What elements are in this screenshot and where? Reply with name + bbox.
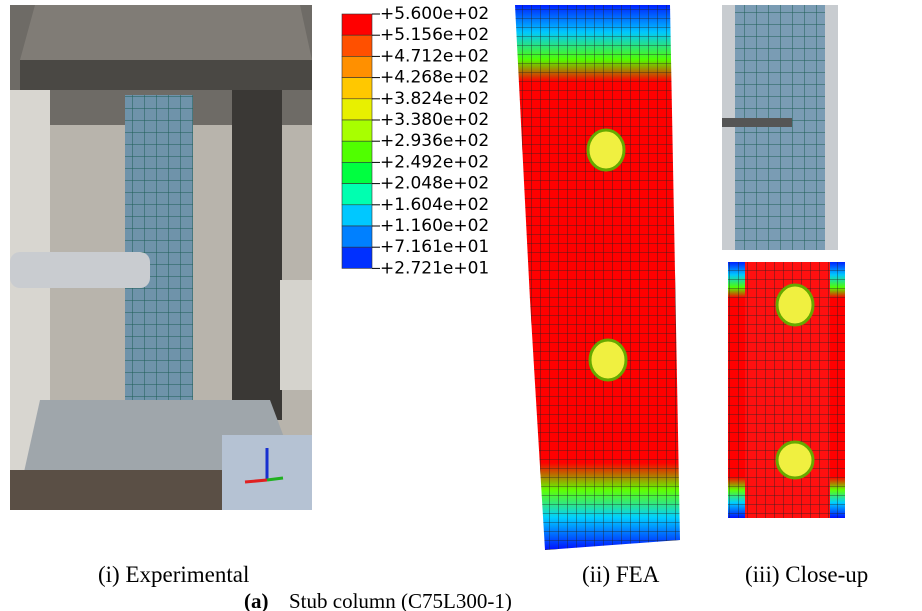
legend-swatch: [342, 14, 372, 35]
contour-legend: +5.600e+02+5.156e+02+4.712e+02+4.268e+02…: [342, 4, 489, 278]
legend-label: +1.160e+02: [380, 216, 489, 236]
figure-graphics: +5.600e+02+5.156e+02+4.712e+02+4.268e+02…: [0, 0, 922, 560]
legend-label: +4.268e+02: [380, 68, 489, 88]
legend-label: +1.604e+02: [380, 195, 489, 215]
figure-label: (a): [244, 589, 269, 611]
legend-label: +3.824e+02: [380, 89, 489, 109]
caption: (iii) Close-up: [745, 562, 868, 588]
legend-swatch: [342, 226, 372, 247]
legend-swatch: [342, 56, 372, 77]
legend-label: +5.600e+02: [380, 4, 489, 24]
closeup-fea: [728, 262, 845, 518]
legend-label: +2.492e+02: [380, 152, 489, 172]
legend-swatch: [342, 205, 372, 226]
fea-model: [515, 5, 680, 550]
legend-swatch: [342, 35, 372, 56]
legend-swatch: [342, 78, 372, 99]
legend-label: +3.380e+02: [380, 110, 489, 130]
legend-swatch: [342, 247, 372, 268]
legend-label: +2.048e+02: [380, 174, 489, 194]
legend-swatch: [342, 99, 372, 120]
caption: (ii) FEA: [582, 562, 659, 588]
legend-label: +2.721e+01: [380, 258, 489, 278]
caption: (i) Experimental: [98, 562, 249, 588]
figure-title: Stub column (C75L300-1): [289, 589, 512, 611]
figure: +5.600e+02+5.156e+02+4.712e+02+4.268e+02…: [0, 0, 922, 611]
experimental-photo: [10, 5, 312, 510]
legend-label: +7.161e+01: [380, 237, 489, 257]
legend-swatch: [342, 120, 372, 141]
legend-swatch: [342, 162, 372, 183]
legend-swatch: [342, 184, 372, 205]
legend-swatch: [342, 141, 372, 162]
closeup-photo: [722, 5, 838, 250]
legend-label: +5.156e+02: [380, 25, 489, 45]
legend-label: +4.712e+02: [380, 46, 489, 66]
legend-label: +2.936e+02: [380, 131, 489, 151]
